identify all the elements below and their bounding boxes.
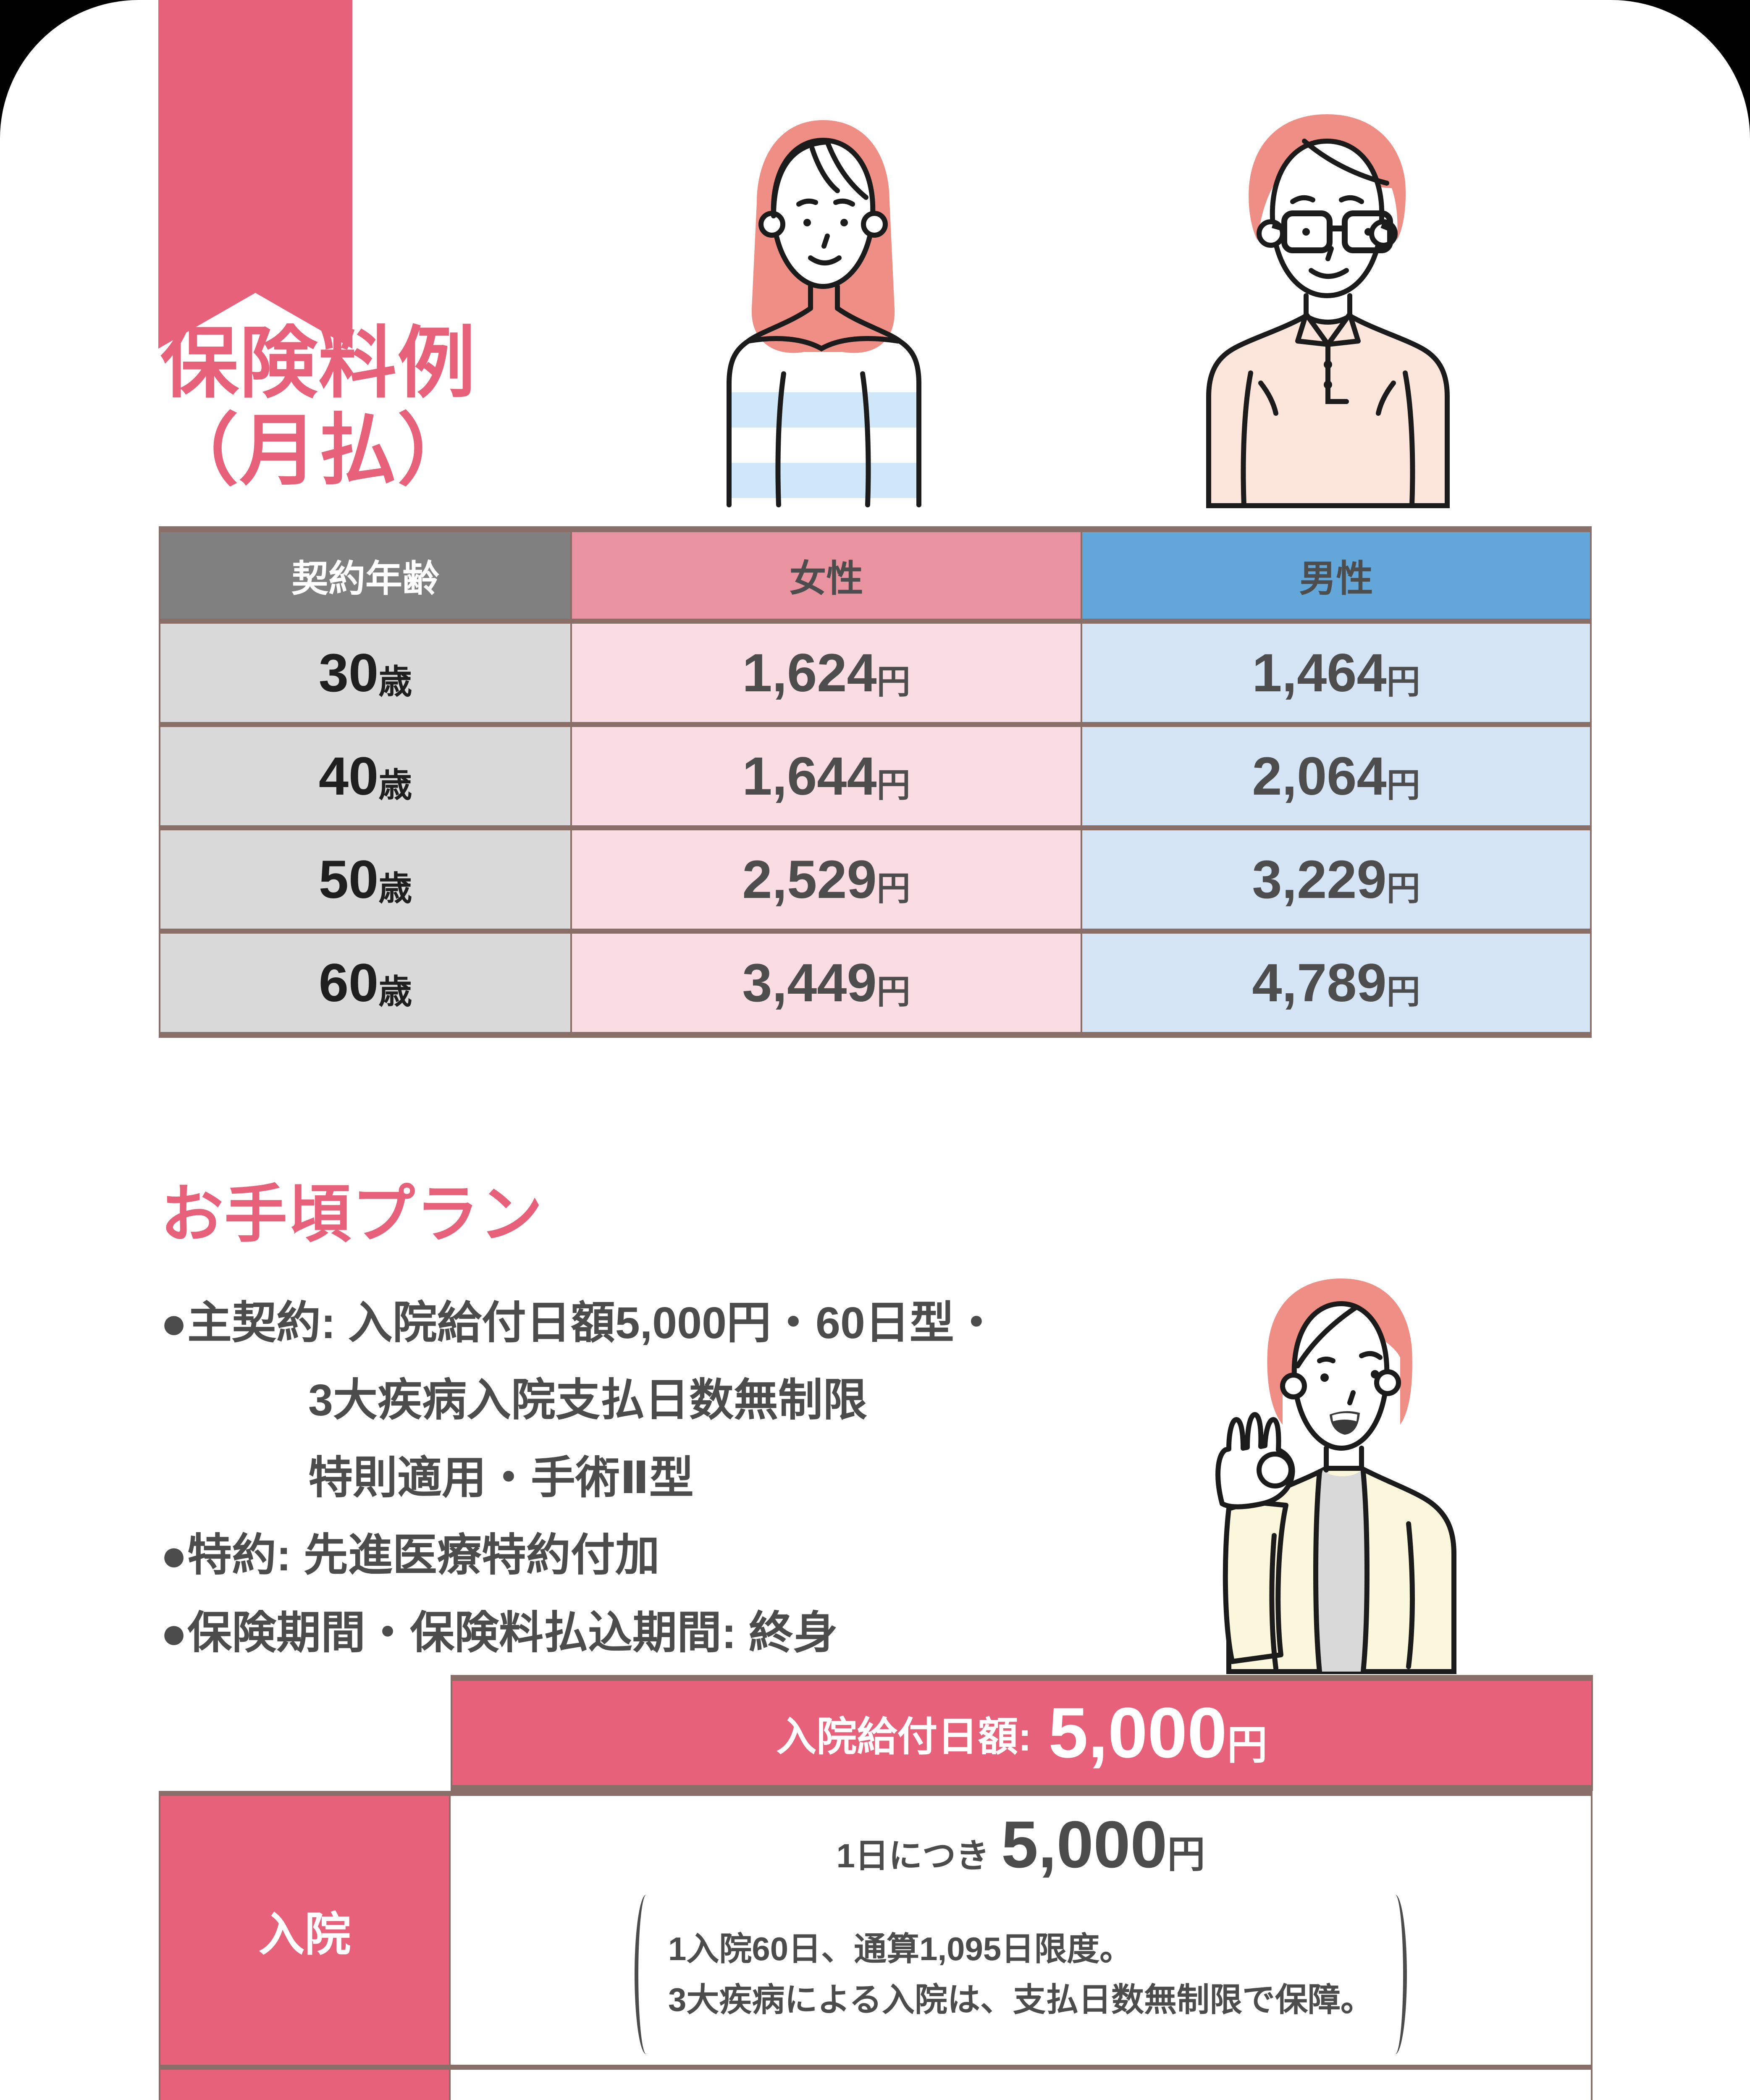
male-premium-cell: 4,789 円 (1081, 929, 1592, 1032)
yen-unit: 円 (876, 973, 910, 1011)
female-premium-cell: 3,449 円 (570, 929, 1081, 1032)
page-title-line2: （月払） (160, 407, 477, 495)
premium-value: 3,449 (742, 953, 877, 1013)
page-title-line1: 保険料例 (160, 320, 477, 407)
premium-table-header-row: 契約年齢 女性 男性 (159, 532, 1592, 619)
benefit-table-body: 入院 1日につき 5,000 円 1入院60日、通算1,095日限度。 3大疾病… (159, 1791, 1593, 2100)
amount-value: 5,000 (1001, 1807, 1168, 1882)
benefit-header-label: 入院給付日額: (776, 1714, 1032, 1759)
table-row: 40 歳 1,644 円 2,064 円 (159, 722, 1592, 825)
female-premium-cell: 2,529 円 (570, 825, 1081, 929)
right-parenthesis-glyph (1383, 1894, 1407, 2054)
female-premium-cell: 1,624 円 (570, 619, 1081, 722)
age-value: 60 (318, 953, 379, 1013)
plan-bullet-special-rule: 特則適用・手術Ⅱ型 (308, 1453, 694, 1503)
premium-value: 1,624 (742, 643, 877, 703)
plan-title: お手頃プラン (160, 1179, 544, 1250)
header-cell-age: 契約年齢 (159, 532, 570, 619)
hospitalization-note: 1入院60日、通算1,095日限度。 3大疾病による入院は、支払日数無制限で保障… (634, 1894, 1407, 2054)
benefit-row-content: 1日につき 5,000 円 1入院60日、通算1,095日限度。 3大疾病による… (451, 1796, 1593, 2065)
person-ok-gesture-illustration (1215, 1278, 1456, 1674)
man-glasses-polo-illustration (1206, 114, 1450, 508)
age-unit: 歳 (378, 766, 412, 804)
yen-unit: 円 (876, 663, 910, 701)
age-unit: 歳 (378, 973, 412, 1011)
left-parenthesis-glyph (634, 1894, 658, 2054)
benefit-row-content: 入院中 1回につき 5・10・30万円 外 来 1回につき 2.5万円 (451, 2070, 1593, 2100)
yen-unit: 円 (1386, 870, 1420, 907)
age-value: 40 (318, 746, 379, 806)
age-unit: 歳 (378, 870, 412, 907)
age-cell: 60 歳 (159, 929, 570, 1032)
amount-unit: 円 (1167, 1833, 1205, 1876)
age-cell: 40 歳 (159, 722, 570, 825)
plan-bullet-main-contract: ●主契約: 入院給付日額5,000円・60日型・ (160, 1298, 999, 1348)
premium-value: 4,789 (1252, 953, 1387, 1013)
benefit-row-surgery: 手術 入院中 1回につき 5・10・30万円 外 来 1回につき (159, 2070, 1593, 2100)
yen-unit: 円 (876, 870, 910, 907)
surgery-inpatient-column: 入院中 1回につき 5・10・30万円 (451, 2070, 1024, 2100)
benefit-row-hospitalization: 入院 1日につき 5,000 円 1入院60日、通算1,095日限度。 3大疾病… (159, 1796, 1593, 2070)
yen-unit: 円 (876, 766, 910, 804)
plan-bullet-list: ●主契約: 入院給付日額5,000円・60日型・ 3大疾病入院支払日数無制限 特… (160, 1284, 1252, 1672)
benefit-header-unit: 円 (1227, 1722, 1267, 1768)
page-title: 保険料例 （月払） (160, 320, 476, 495)
benefit-header-amount: 5,000 (1048, 1693, 1227, 1773)
note-line1: 1入院60日、通算1,095日限度。 (668, 1930, 1133, 1967)
surgery-outpatient-column: 外 来 1回につき 2.5万円 (1026, 2070, 1591, 2100)
table-row: 30 歳 1,624 円 1,464 円 (159, 619, 1592, 722)
table-row: 50 歳 2,529 円 3,229 円 (159, 825, 1592, 929)
age-unit: 歳 (378, 663, 412, 701)
bookmark-ribbon-icon (158, 0, 352, 349)
table-row: 60 歳 3,449 円 4,789 円 (159, 929, 1592, 1032)
surgery-columns: 入院中 1回につき 5・10・30万円 外 来 1回につき 2.5万円 (451, 2070, 1591, 2100)
woman-striped-shirt-illustration (727, 120, 921, 507)
premium-value: 2,529 (742, 849, 877, 910)
yen-unit: 円 (1386, 663, 1420, 701)
note-line2: 3大疾病による入院は、支払日数無制限で保障。 (668, 1981, 1374, 2018)
amount-prefix: 1日につき (836, 1837, 990, 1874)
age-value: 30 (318, 643, 379, 703)
benefit-row-label: 手術 (159, 2070, 451, 2100)
header-cell-female: 女性 (570, 532, 1081, 619)
female-premium-cell: 1,644 円 (570, 722, 1081, 825)
hospitalization-amount-line: 1日につき 5,000 円 (837, 1807, 1205, 1883)
age-cell: 30 歳 (159, 619, 570, 722)
male-premium-cell: 2,064 円 (1081, 722, 1592, 825)
premium-value: 3,229 (1252, 849, 1387, 910)
plan-bullet-period: ●保険期間・保険料払込期間: 終身 (160, 1608, 838, 1658)
premium-value: 2,064 (1252, 746, 1387, 806)
plan-bullet-rider: ●特約: 先進医療特約付加 (160, 1530, 660, 1580)
premium-table: 契約年齢 女性 男性 30 歳 1,624 円 1,464 円 40 歳 1,644 円 … (159, 526, 1592, 1038)
male-premium-cell: 3,229 円 (1081, 825, 1592, 929)
benefit-row-label: 入院 (159, 1796, 451, 2065)
premium-value: 1,464 (1252, 643, 1387, 703)
age-value: 50 (318, 849, 379, 910)
note-text: 1入院60日、通算1,095日限度。 3大疾病による入院は、支払日数無制限で保障… (668, 1924, 1373, 2025)
male-premium-cell: 1,464 円 (1081, 619, 1592, 722)
benefit-table-header: 入院給付日額: 5,000 円 (451, 1675, 1593, 1791)
age-cell: 50 歳 (159, 825, 570, 929)
header-cell-male: 男性 (1081, 532, 1592, 619)
yen-unit: 円 (1386, 766, 1420, 804)
yen-unit: 円 (1386, 973, 1420, 1011)
premium-value: 1,644 (742, 746, 877, 806)
plan-bullet-3diseases: 3大疾病入院支払日数無制限 (308, 1376, 867, 1425)
